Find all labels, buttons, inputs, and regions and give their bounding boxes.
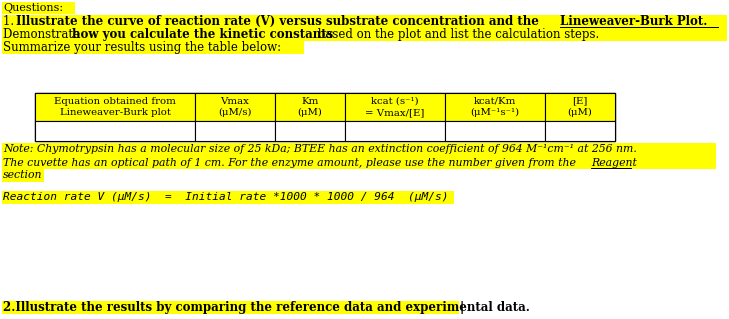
Text: Lineweaver-Burk Plot.: Lineweaver-Burk Plot. [560, 15, 707, 28]
Text: kcat (s⁻¹)
= Vmax/[E]: kcat (s⁻¹) = Vmax/[E] [365, 97, 425, 117]
Text: Equation obtained from
Lineweaver-Burk plot: Equation obtained from Lineweaver-Burk p… [54, 97, 176, 117]
Bar [445, 93, 545, 121]
Text: Vmax
(μM/s): Vmax (μM/s) [218, 97, 252, 117]
Text: Km
(μM): Km (μM) [297, 97, 322, 117]
Text: how you calculate the kinetic constants: how you calculate the kinetic constants [72, 28, 333, 41]
Bar [2, 191, 454, 204]
Text: based on the plot and list the calculation steps.: based on the plot and list the calculati… [314, 28, 599, 41]
Text: Reagent: Reagent [591, 158, 637, 167]
Bar [275, 93, 345, 121]
Text: [E]
(μM): [E] (μM) [568, 97, 593, 117]
Bar [35, 93, 195, 121]
Text: Demonstrate: Demonstrate [3, 28, 84, 41]
Bar [2, 2, 75, 14]
Text: section: section [3, 170, 42, 181]
Bar [2, 169, 44, 182]
Bar [195, 93, 275, 121]
Text: Questions:: Questions: [3, 3, 63, 13]
Bar [2, 28, 727, 41]
Bar [35, 121, 195, 141]
Bar [2, 15, 727, 28]
Text: Note: Chymotrypsin has a molecular size of 25 kDa; BTEE has an extinction coeffi: Note: Chymotrypsin has a molecular size … [3, 145, 637, 154]
Bar [2, 156, 716, 169]
Bar [275, 121, 345, 141]
Text: Illustrate the curve of reaction rate (V) versus substrate concentration and the: Illustrate the curve of reaction rate (V… [16, 15, 543, 28]
Bar [195, 121, 275, 141]
Bar [345, 93, 445, 121]
Text: kcat/Km
(μM⁻¹s⁻¹): kcat/Km (μM⁻¹s⁻¹) [470, 97, 520, 117]
Text: Reaction rate V (μM/s)  =  Initial rate *1000 * 1000 / 964  (μM/s): Reaction rate V (μM/s) = Initial rate *1… [3, 192, 448, 203]
Bar [2, 41, 304, 54]
Bar [445, 121, 545, 141]
Bar [345, 121, 445, 141]
Bar [2, 143, 716, 156]
Text: The cuvette has an optical path of 1 cm. For the enzyme amount, please use the n: The cuvette has an optical path of 1 cm.… [3, 158, 580, 167]
Text: 1.: 1. [3, 15, 18, 28]
Text: Summarize your results using the table below:: Summarize your results using the table b… [3, 41, 281, 54]
Bar [545, 121, 615, 141]
Bar [2, 301, 459, 314]
Bar [545, 93, 615, 121]
Bar [35, 93, 615, 141]
Text: 2.Illustrate the results by comparing the reference data and experimental data.: 2.Illustrate the results by comparing th… [3, 301, 530, 314]
Text: |: | [460, 301, 464, 314]
